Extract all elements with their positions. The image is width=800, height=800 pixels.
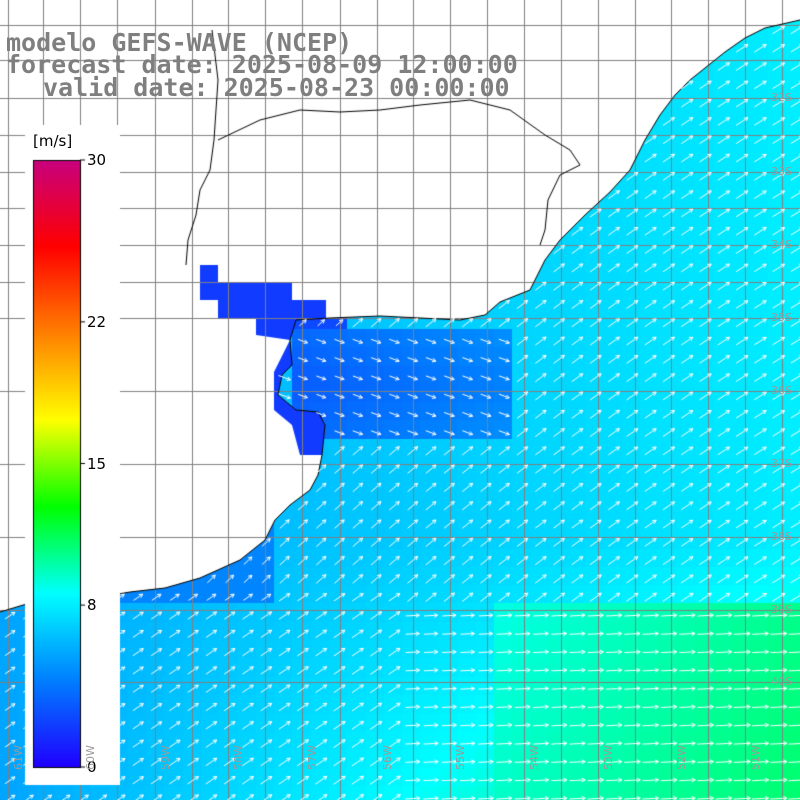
latitude-label: 36S [771, 384, 792, 397]
latitude-label: 39S [771, 603, 792, 616]
longitude-label: 55W [454, 745, 467, 770]
colorbar-tick-label: 8 [87, 596, 97, 615]
colorbar-unit: [m/s] [33, 132, 73, 150]
latitude-label: 38S [771, 530, 792, 543]
longitude-label: 54W [528, 745, 541, 770]
latitude-label: 40S [771, 675, 792, 688]
colorbar-tick-label: 30 [87, 151, 107, 169]
latitude-label: 33S [771, 165, 792, 178]
longitude-label: 58W [232, 745, 245, 770]
latitude-label: 34S [771, 238, 792, 251]
colorbar-tick-label: 15 [87, 454, 107, 473]
longitude-label: 52W [675, 745, 688, 770]
colorbar-tick-label: 0 [87, 758, 97, 776]
longitude-label: 53W [602, 745, 615, 770]
forecast-date: forecast date: 2025-08-09 12:00:00 [6, 50, 518, 79]
longitude-label: 61W [12, 745, 25, 770]
longitude-label: 51W [749, 745, 762, 770]
longitude-label: 60W [84, 745, 97, 770]
model-title: modelo GEFS-WAVE (NCEP) [6, 28, 353, 57]
longitude-label: 57W [306, 745, 319, 770]
valid-date: valid date: 2025-08-23 00:00:00 [43, 73, 510, 102]
latitude-label: 35S [771, 311, 792, 324]
longitude-label: 59W [159, 745, 172, 770]
longitude-label: 56W [381, 745, 394, 770]
latitude-label: 37S [771, 457, 792, 470]
colorbar-tick-label: 22 [87, 312, 107, 331]
latitude-label: 32S [771, 91, 792, 104]
